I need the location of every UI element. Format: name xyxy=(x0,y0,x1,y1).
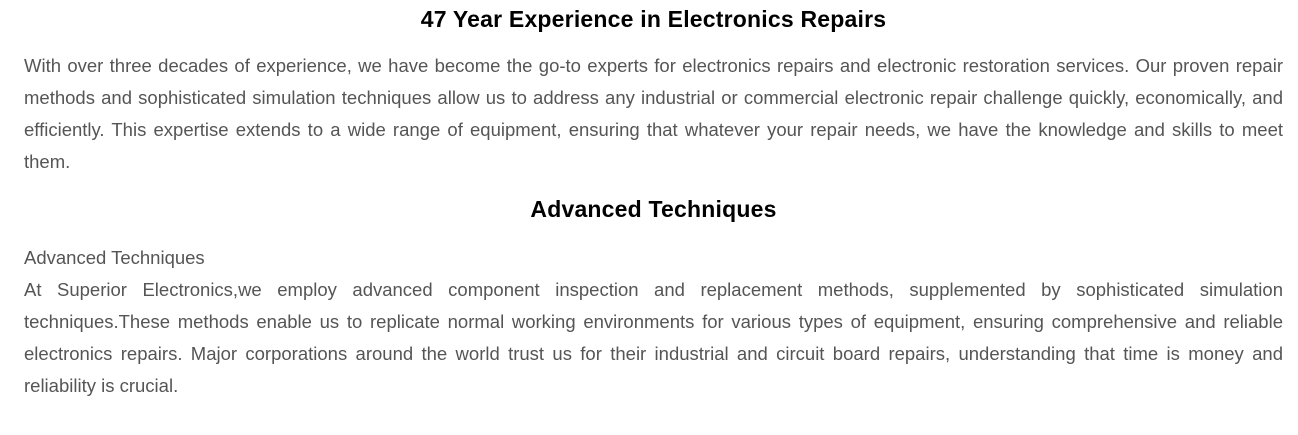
section2-paragraph: At Superior Electronics,we employ advanc… xyxy=(24,279,1283,396)
section2-heading: Advanced Techniques xyxy=(530,196,777,222)
section1-heading: 47 Year Experience in Electronics Repair… xyxy=(420,6,887,32)
section1-paragraph: With over three decades of experience, w… xyxy=(24,55,1283,172)
section2-body: Advanced Techniques At Superior Electron… xyxy=(24,242,1283,402)
section2-label-line: Advanced Techniques xyxy=(24,247,205,268)
